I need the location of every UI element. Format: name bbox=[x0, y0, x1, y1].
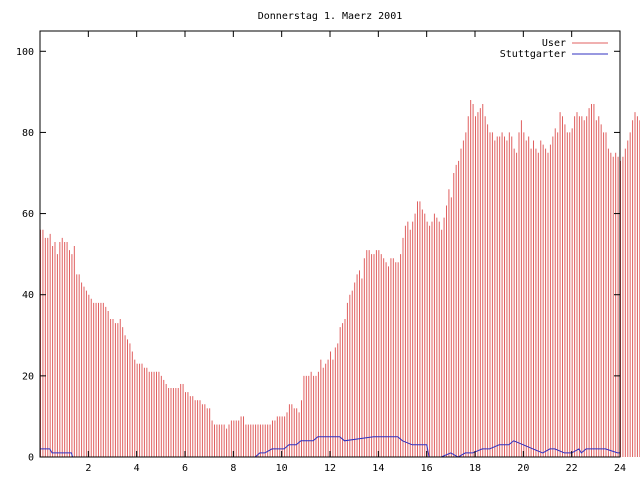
y-axis: 0 20 40 60 80 100 bbox=[16, 47, 620, 464]
x-tick-label: 8 bbox=[230, 463, 236, 474]
y-tick-label: 60 bbox=[22, 209, 34, 220]
y-tick-label: 40 bbox=[22, 290, 34, 301]
y-tick-label: 80 bbox=[22, 128, 34, 139]
legend-label-user: User bbox=[542, 38, 566, 49]
x-tick-label: 20 bbox=[517, 463, 529, 474]
user-bars bbox=[40, 99, 640, 457]
legend-label-stuttgarter: Stuttgarter bbox=[500, 49, 566, 60]
x-axis: 2 4 6 8 10 12 14 16 18 20 22 24 bbox=[85, 31, 626, 474]
x-tick-label: 2 bbox=[85, 463, 91, 474]
legend: User Stuttgarter bbox=[500, 38, 608, 60]
x-tick-label: 10 bbox=[276, 463, 288, 474]
x-tick-label: 22 bbox=[566, 463, 578, 474]
y-tick-label: 20 bbox=[22, 371, 34, 382]
x-tick-label: 6 bbox=[182, 463, 188, 474]
chart-title: Donnerstag 1. Maerz 2001 bbox=[258, 11, 403, 22]
x-tick-label: 24 bbox=[614, 463, 626, 474]
x-tick-label: 16 bbox=[421, 463, 433, 474]
x-tick-label: 14 bbox=[372, 463, 384, 474]
x-tick-label: 4 bbox=[134, 463, 140, 474]
y-tick-label: 0 bbox=[28, 453, 34, 464]
y-tick-label: 100 bbox=[16, 47, 34, 58]
x-tick-label: 12 bbox=[324, 463, 336, 474]
x-tick-label: 18 bbox=[469, 463, 481, 474]
